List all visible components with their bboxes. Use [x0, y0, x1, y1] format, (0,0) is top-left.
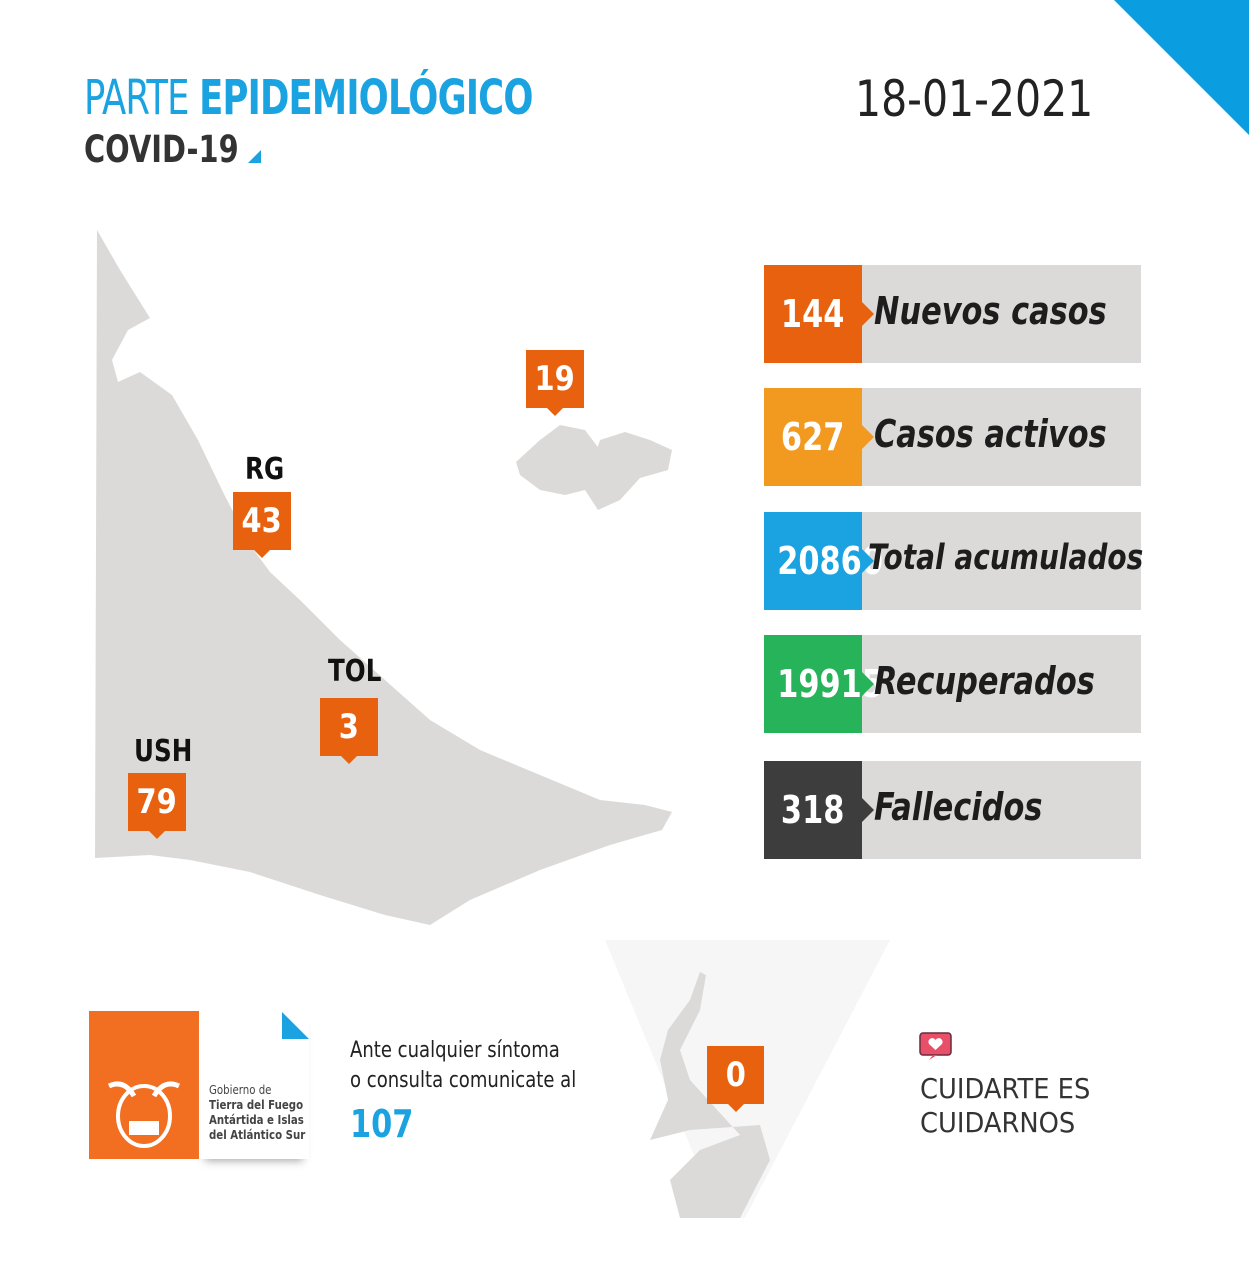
stat-nuevos-casos: 144 Nuevos casos	[764, 265, 1141, 363]
stat-label: Recuperados	[874, 659, 1095, 703]
phone-number[interactable]: 107	[350, 1102, 414, 1146]
stat-value: 19915	[764, 635, 883, 733]
stat-recuperados: 19915 Recuperados	[764, 635, 1141, 733]
marker-label-rg: RG	[245, 452, 285, 487]
slogan: CUIDARTE ES CUIDARNOS	[920, 1072, 1091, 1139]
marker-rg[interactable]: 43	[233, 492, 291, 558]
page-subtitle: COVID-19	[84, 128, 239, 171]
corner-decoration	[1114, 0, 1249, 135]
marker-label-ush: USH	[134, 734, 193, 769]
stat-total-acumulados: 20860 Total acumulados	[764, 512, 1144, 610]
stat-label: Total acumulados	[868, 538, 1144, 578]
marker-antartida[interactable]: 0	[707, 1046, 764, 1112]
stat-label: Nuevos casos	[874, 289, 1107, 333]
stat-fallecidos: 318 Fallecidos	[764, 761, 1141, 859]
malvinas-map	[516, 425, 672, 510]
contact-text: Ante cualquier síntoma o consulta comuni…	[350, 1038, 577, 1093]
heart-message-icon	[919, 1032, 952, 1060]
triangle-decoration	[282, 1012, 309, 1039]
stat-value: 20860	[764, 512, 883, 610]
stat-label: Casos activos	[874, 412, 1107, 456]
triangle-decoration	[248, 150, 261, 163]
antarctica-map	[650, 972, 770, 1218]
stat-value: 144	[764, 265, 874, 363]
government-logo	[89, 1011, 199, 1159]
stat-casos-activos: 627 Casos activos	[764, 388, 1141, 486]
page-title: PARTE EPIDEMIOLÓGICO	[84, 70, 533, 126]
coat-of-arms-icon	[107, 1081, 181, 1148]
marker-tol[interactable]: 3	[320, 698, 378, 764]
marker-malvinas[interactable]: 19	[526, 350, 584, 416]
marker-label-tol: TOL	[328, 654, 382, 689]
tierra-del-fuego-map	[95, 230, 672, 925]
stat-value: 318	[764, 761, 874, 859]
stat-label: Fallecidos	[874, 785, 1043, 829]
government-name: Gobierno de Tierra del Fuego Antártida e…	[209, 1083, 306, 1142]
marker-ush[interactable]: 79	[128, 773, 186, 839]
stat-value: 627	[764, 388, 874, 486]
report-date: 18-01-2021	[855, 70, 1094, 128]
